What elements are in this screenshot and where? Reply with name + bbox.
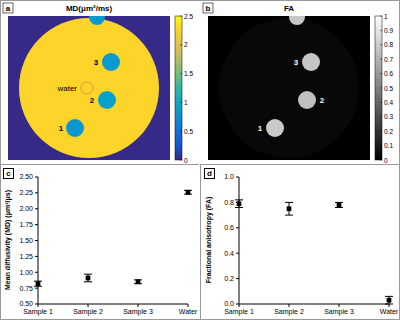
svg-text:2: 2 <box>184 41 188 48</box>
html-text:d: d <box>207 169 212 178</box>
svg-text:MD(μm²/ms): MD(μm²/ms) <box>66 4 113 13</box>
svg-text:2.5: 2.5 <box>184 13 193 20</box>
svg-text:Sample 1: Sample 1 <box>224 308 254 316</box>
svg-text:water: water <box>56 84 77 93</box>
svg-text:a: a <box>6 4 11 13</box>
svg-text:2.50: 2.50 <box>19 173 33 180</box>
svg-text:FA: FA <box>284 4 294 13</box>
svg-text:0.2: 0.2 <box>384 128 393 135</box>
svg-text:1.75: 1.75 <box>19 221 33 228</box>
svg-text:0.6: 0.6 <box>384 70 393 77</box>
svg-text:2.25: 2.25 <box>19 189 33 196</box>
svg-text:Sample 3: Sample 3 <box>324 308 354 316</box>
svg-text:0.3: 0.3 <box>384 113 393 120</box>
svg-text:2: 2 <box>320 96 325 105</box>
svg-text:Sample 2: Sample 2 <box>274 308 304 316</box>
svg-text:0.50: 0.50 <box>19 300 33 307</box>
svg-text:1.00: 1.00 <box>19 269 33 276</box>
svg-text:0.7: 0.7 <box>384 56 393 63</box>
svg-text:0: 0 <box>384 157 388 164</box>
svg-text:1.50: 1.50 <box>19 237 33 244</box>
svg-text:0.9: 0.9 <box>384 27 393 34</box>
svg-text:1: 1 <box>258 124 263 133</box>
svg-text:3: 3 <box>94 58 99 67</box>
svg-text:2: 2 <box>90 96 95 105</box>
svg-text:0.6: 0.6 <box>224 224 234 231</box>
svg-text:0: 0 <box>184 157 188 164</box>
svg-text:0.2: 0.2 <box>224 275 234 282</box>
svg-text:Sample 2: Sample 2 <box>73 308 103 316</box>
svg-text:b: b <box>206 4 211 13</box>
svg-text:0.5: 0.5 <box>384 85 393 92</box>
svg-text:2.00: 2.00 <box>19 205 33 212</box>
svg-text:0.4: 0.4 <box>224 250 234 257</box>
svg-text:Water: Water <box>380 308 399 315</box>
svg-text:1: 1 <box>384 13 388 20</box>
svg-text:Sample 1: Sample 1 <box>23 308 53 316</box>
svg-text:0.8: 0.8 <box>384 41 393 48</box>
svg-text:0.4: 0.4 <box>384 99 393 106</box>
svg-text:0.1: 0.1 <box>384 142 393 149</box>
html-text:Mean diffusivity (MD) (μm²/μs): Mean diffusivity (MD) (μm²/μs) <box>3 190 11 290</box>
svg-text:Water: Water <box>179 308 198 315</box>
html-text:c: c <box>6 169 11 178</box>
svg-text:Sample 3: Sample 3 <box>123 308 153 316</box>
svg-text:0.5: 0.5 <box>184 128 193 135</box>
svg-text:1.0: 1.0 <box>224 173 234 180</box>
svg-text:0.0: 0.0 <box>224 300 234 307</box>
svg-text:1.5: 1.5 <box>184 70 193 77</box>
svg-text:1: 1 <box>59 124 64 133</box>
svg-text:0.75: 0.75 <box>19 285 33 292</box>
svg-text:1.25: 1.25 <box>19 253 33 260</box>
html-text:Fractional anisotropy (FA): Fractional anisotropy (FA) <box>204 196 212 284</box>
svg-text:1: 1 <box>184 99 188 106</box>
svg-text:3: 3 <box>294 58 299 67</box>
svg-text:0.8: 0.8 <box>224 199 234 206</box>
